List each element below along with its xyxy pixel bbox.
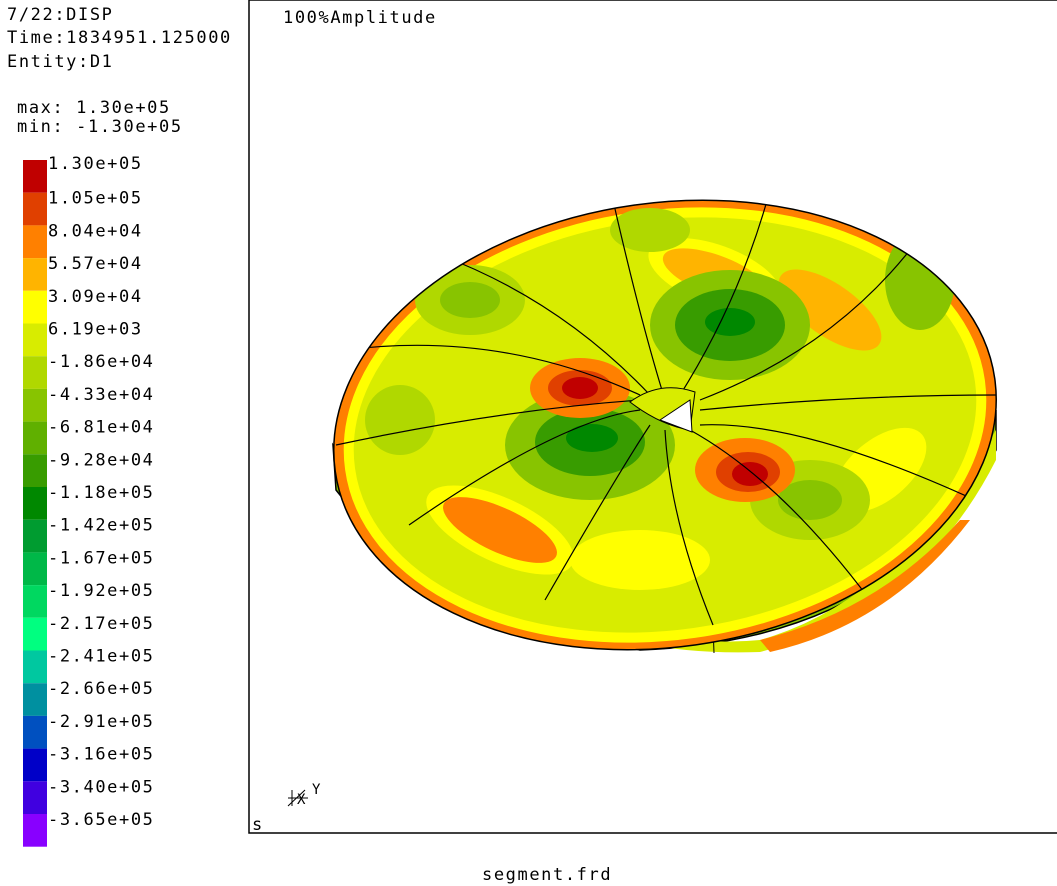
min-label: min: -1.30e+05 bbox=[17, 117, 183, 137]
cgx-window: {"header":{"lines":["7/22:DISP","Time:18… bbox=[0, 0, 1057, 886]
legend-label: -3.40e+05 bbox=[48, 777, 155, 797]
legend-swatch bbox=[23, 683, 47, 716]
legend-label: -1.86e+04 bbox=[48, 352, 155, 372]
legend-swatch bbox=[23, 749, 47, 782]
legend-swatch bbox=[23, 552, 47, 585]
axis-y: Y bbox=[312, 780, 322, 800]
legend-label: -2.17e+05 bbox=[48, 614, 155, 634]
legend-swatch bbox=[23, 585, 47, 618]
legend-swatch bbox=[23, 781, 47, 814]
legend-swatch bbox=[23, 422, 47, 455]
legend-label: 1.05e+05 bbox=[48, 189, 143, 209]
axis-x: X bbox=[297, 790, 307, 810]
legend-swatch bbox=[23, 618, 47, 651]
legend-label: 3.09e+04 bbox=[48, 287, 143, 307]
header-line: Entity:D1 bbox=[7, 52, 114, 72]
legend-label: 5.57e+04 bbox=[48, 254, 143, 274]
legend-label: -4.33e+04 bbox=[48, 385, 155, 405]
legend-label: -3.16e+05 bbox=[48, 745, 155, 765]
legend-swatch bbox=[23, 520, 47, 553]
viewport-corner: s bbox=[252, 815, 264, 835]
legend-swatch bbox=[23, 258, 47, 291]
legend-swatch bbox=[23, 454, 47, 487]
legend: 1.30e+05 1.05e+05 8.04e+04 5.57e+04 3.09e+04… bbox=[23, 154, 155, 847]
legend-swatch bbox=[23, 291, 47, 324]
legend-swatch bbox=[23, 651, 47, 684]
legend-swatch bbox=[23, 324, 47, 357]
legend-swatch bbox=[23, 356, 47, 389]
legend-label: 1.30e+05 bbox=[48, 154, 143, 174]
legend-label: -2.41e+05 bbox=[48, 647, 155, 667]
legend-swatch bbox=[23, 225, 47, 258]
legend-label: 6.19e+03 bbox=[48, 320, 143, 340]
legend-label: -1.67e+05 bbox=[48, 548, 155, 568]
viewport-title: 100%Amplitude bbox=[283, 8, 437, 28]
legend-swatch bbox=[23, 716, 47, 749]
legend-swatch bbox=[23, 487, 47, 520]
header-line: 7/22:DISP bbox=[7, 5, 114, 25]
legend-swatch bbox=[23, 160, 47, 193]
legend-label: -6.81e+04 bbox=[48, 418, 155, 438]
legend-label: -1.18e+05 bbox=[48, 483, 155, 503]
legend-label: 8.04e+04 bbox=[48, 221, 143, 241]
legend-label: -2.66e+05 bbox=[48, 679, 155, 699]
legend-label: -1.92e+05 bbox=[48, 581, 155, 601]
legend-swatch bbox=[23, 814, 47, 847]
legend-label: -9.28e+04 bbox=[48, 450, 155, 470]
legend-label: -1.42e+05 bbox=[48, 516, 155, 536]
legend-label: -2.91e+05 bbox=[48, 712, 155, 732]
legend-swatch bbox=[23, 389, 47, 422]
max-label: max: 1.30e+05 bbox=[17, 98, 171, 118]
header-line: Time:1834951.125000 bbox=[7, 28, 232, 48]
legend-label: -3.65e+05 bbox=[48, 810, 155, 830]
footer-filename: segment.frd bbox=[482, 865, 612, 885]
legend-swatch bbox=[23, 193, 47, 226]
